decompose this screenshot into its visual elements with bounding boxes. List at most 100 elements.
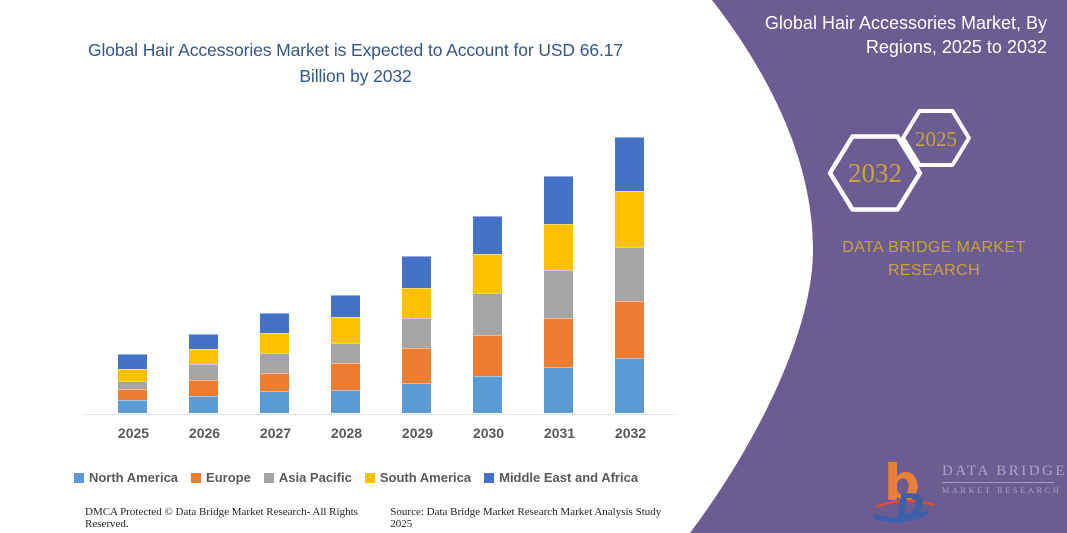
bar-segment <box>615 191 644 248</box>
bar-segment <box>118 389 147 401</box>
brand-name-line2: RESEARCH <box>887 262 981 279</box>
bar-segment <box>189 380 218 396</box>
legend-label: Europe <box>206 470 251 485</box>
hexagon-2025 <box>901 109 971 167</box>
bar-segment <box>473 375 502 413</box>
chart-title: Global Hair Accessories Market is Expect… <box>87 40 624 86</box>
bar-segment <box>473 253 502 293</box>
bar-segment <box>331 295 360 318</box>
bar-segment <box>189 348 218 365</box>
legend-item: North America <box>73 470 179 485</box>
x-tick-label-2030: 2030 <box>472 425 505 441</box>
legend-item: Middle East and Africa <box>484 470 638 485</box>
x-tick-label-2032: 2032 <box>614 425 647 441</box>
bar-segment <box>260 353 289 374</box>
bar-segment <box>260 333 289 354</box>
logo-sub-text: MARKET RESEARCH <box>942 486 1062 495</box>
legend-swatch-icon <box>73 472 84 483</box>
legend-swatch-icon <box>191 472 202 483</box>
hexagon-2025-outline <box>901 109 971 167</box>
bar-2025 <box>118 354 147 413</box>
bar-segment <box>402 288 431 318</box>
bar-segment <box>189 364 218 381</box>
chart-legend: North America Europe Asia Pacific South Ame… <box>0 470 712 485</box>
bar-segment <box>544 270 573 319</box>
bar-2029 <box>402 255 431 413</box>
hexagon-2032-outline <box>827 134 923 212</box>
bar-segment <box>260 390 289 413</box>
bar-segment <box>331 363 360 391</box>
logo-divider <box>942 482 1054 483</box>
x-tick-label-2027: 2027 <box>259 425 292 441</box>
legend-swatch-icon <box>263 472 274 483</box>
legend-item: Europe <box>191 470 251 485</box>
bar-segment <box>402 348 431 383</box>
bar-segment <box>189 395 218 413</box>
x-tick-label-2029: 2029 <box>401 425 434 441</box>
bar-segment <box>331 317 360 344</box>
x-tick-label-2028: 2028 <box>330 425 363 441</box>
bar-segment <box>118 400 147 413</box>
bar-segment <box>473 215 502 254</box>
purple-panel-shape <box>690 0 1067 533</box>
x-tick-label-2026: 2026 <box>188 425 221 441</box>
footer: DMCA Protected © Data Bridge Market Rese… <box>85 506 673 530</box>
panel-title: Global Hair Accessories Market, By Regio… <box>764 13 1047 57</box>
bar-segment <box>331 343 360 364</box>
bar-segment <box>473 335 502 376</box>
bar-segment <box>331 390 360 413</box>
bar-segment <box>473 292 502 336</box>
bar-2030 <box>473 215 502 413</box>
bar-chart-plot-area <box>118 0 644 413</box>
bar-segment <box>615 300 644 358</box>
bar-segment <box>544 224 573 271</box>
x-tick-label-2025: 2025 <box>117 425 150 441</box>
legend-label: Asia Pacific <box>278 470 352 485</box>
bar-segment <box>402 383 431 413</box>
bar-segment <box>615 357 644 413</box>
bar-segment <box>402 255 431 288</box>
hexagon-2032-label: 2032 <box>848 158 902 188</box>
bar-segment <box>118 368 147 382</box>
dmca-notice: DMCA Protected © Data Bridge Market Rese… <box>85 506 358 530</box>
bar-segment <box>615 137 644 192</box>
legend-swatch-icon <box>364 472 375 483</box>
bar-2031 <box>544 176 573 413</box>
logo-monogram: b D <box>873 454 935 527</box>
x-axis-line <box>83 414 675 415</box>
x-axis-labels: 2025 2026 2027 2028 2029 2030 2031 2032 <box>98 425 666 441</box>
brand-name: DATA BRIDGE MARKET RESEARCH <box>818 236 1050 282</box>
legend-item: Asia Pacific <box>263 470 352 485</box>
logo-brand-text: DATA BRIDGE <box>942 463 1067 479</box>
bar-segment <box>615 247 644 301</box>
brand-name-line1: DATA BRIDGE MARKET <box>842 239 1026 256</box>
hexagon-2032 <box>827 134 923 212</box>
bar-segment <box>118 354 147 369</box>
bar-2028 <box>331 295 360 413</box>
bar-2027 <box>260 313 289 413</box>
logo-text: DATA BRIDGE MARKET RESEARCH <box>942 463 1067 495</box>
bar-segment <box>118 381 147 390</box>
bar-segment <box>260 373 289 391</box>
bar-segment <box>544 176 573 225</box>
legend-label: South America <box>379 470 472 485</box>
bar-segment <box>260 313 289 334</box>
bar-2026 <box>189 334 218 413</box>
bar-2032 <box>615 137 644 413</box>
bar-segment <box>544 318 573 368</box>
legend-item: South America <box>364 470 472 485</box>
x-tick-label-2031: 2031 <box>543 425 576 441</box>
data-bridge-logo: b D DATA BRIDGE MARKET RESEARCH <box>870 450 1067 528</box>
legend-swatch-icon <box>484 472 495 483</box>
logo-swoosh-blue <box>873 509 930 523</box>
hexagon-2025-label: 2025 <box>915 127 957 151</box>
legend-label: North America <box>88 470 179 485</box>
logo-swoosh-orange <box>875 499 935 509</box>
legend-label: Middle East and Africa <box>499 470 639 485</box>
bar-segment <box>544 367 573 413</box>
source-note: Source: Data Bridge Market Research Mark… <box>390 506 662 530</box>
bar-segment <box>189 334 218 349</box>
bar-segment <box>402 318 431 348</box>
